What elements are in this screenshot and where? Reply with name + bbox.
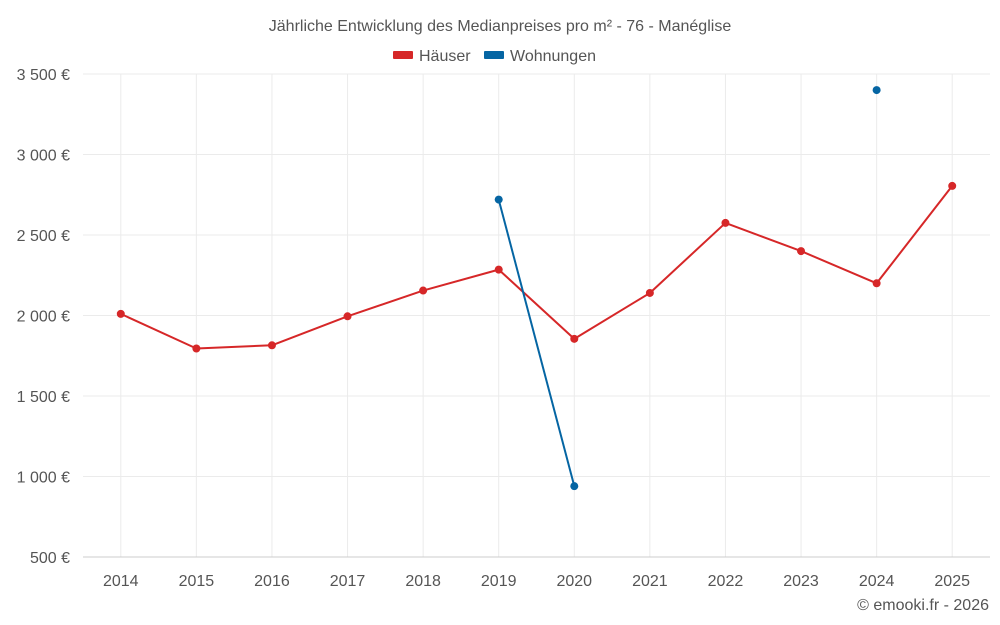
legend-item-houses[interactable]: Häuser (393, 48, 471, 65)
legend-swatch-apartments (484, 51, 504, 59)
data-point-Häuser-2014[interactable] (116, 309, 125, 318)
data-point-Häuser-2017[interactable] (343, 312, 352, 321)
series-line-0-0 (120, 185, 953, 350)
y-tick-label: 2 500 € (17, 228, 70, 245)
legend: Häuser Wohnungen (393, 48, 596, 65)
x-tick-label: 2025 (934, 573, 970, 590)
x-tick-label: 2016 (254, 573, 290, 590)
data-point-Wohnungen-2020[interactable] (570, 482, 579, 491)
data-point-Wohnungen-2024[interactable] (872, 86, 881, 95)
x-tick-label: 2015 (179, 573, 215, 590)
legend-item-apartments[interactable]: Wohnungen (484, 48, 596, 65)
y-tick-label: 3 500 € (17, 67, 70, 84)
chart-title: Jährliche Entwicklung des Medianpreises … (269, 18, 732, 35)
legend-label-apartments: Wohnungen (510, 48, 596, 65)
data-point-Häuser-2018[interactable] (419, 286, 428, 295)
data-point-Häuser-2019[interactable] (494, 265, 503, 274)
x-axis-ticks: 2014 2015 2016 2017 2018 2019 2020 2021 2022 2023… (103, 573, 970, 590)
x-tick-label: 2014 (103, 573, 139, 590)
x-tick-label: 2024 (859, 573, 895, 590)
x-tick-label: 2022 (708, 573, 744, 590)
x-tick-label: 2020 (556, 573, 592, 590)
y-tick-label: 1 000 € (17, 470, 70, 487)
data-point-Häuser-2021[interactable] (645, 288, 654, 297)
grid (83, 73, 990, 557)
y-tick-label: 3 000 € (17, 148, 70, 165)
series-line-1-0 (497, 199, 576, 487)
data-point-Häuser-2023[interactable] (797, 247, 806, 256)
data-point-Häuser-2020[interactable] (570, 334, 579, 343)
x-tick-label: 2019 (481, 573, 517, 590)
data-point-Wohnungen-2019[interactable] (494, 195, 503, 204)
data-point-Häuser-2016[interactable] (267, 341, 276, 350)
data-point-Häuser-2015[interactable] (192, 344, 201, 353)
data-point-Häuser-2025[interactable] (948, 181, 957, 190)
x-tick-label: 2017 (330, 573, 366, 590)
x-tick-label: 2023 (783, 573, 819, 590)
series-0 (116, 181, 957, 353)
x-tick-label: 2021 (632, 573, 668, 590)
y-tick-label: 1 500 € (17, 389, 70, 406)
series-1 (494, 86, 881, 491)
x-tick-label: 2018 (405, 573, 441, 590)
credit: © emooki.fr - 2026 (857, 597, 989, 614)
series (116, 86, 957, 491)
y-tick-label: 2 000 € (17, 309, 70, 326)
legend-label-houses: Häuser (419, 48, 471, 65)
y-tick-label: 500 € (30, 550, 70, 567)
data-point-Häuser-2022[interactable] (721, 218, 730, 227)
y-axis-ticks: 500 € 1 000 € 1 500 € 2 000 € 2 500 € 3 000 €… (17, 67, 70, 567)
legend-swatch-houses (393, 51, 413, 59)
data-point-Häuser-2024[interactable] (872, 279, 881, 288)
